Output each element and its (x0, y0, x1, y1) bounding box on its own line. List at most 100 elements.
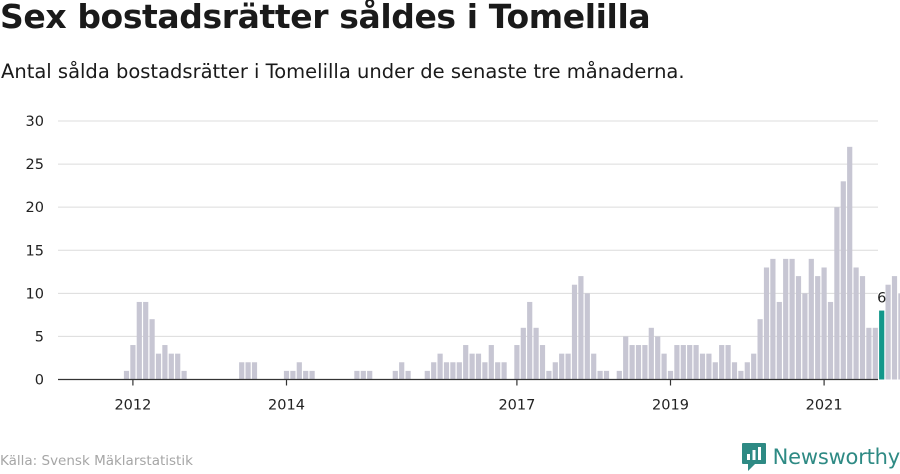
bar (514, 345, 520, 380)
bar (603, 370, 610, 380)
x-tick-label: 2017 (498, 398, 535, 414)
bar (475, 353, 482, 380)
bar (283, 370, 290, 380)
x-tick-label: 2021 (806, 398, 843, 414)
bar (731, 362, 738, 380)
chart-title: Sex bostadsrätter såldes i Tomelilla (0, 0, 651, 36)
bar (840, 181, 846, 380)
y-tick-label: 0 (35, 373, 44, 389)
bar (559, 353, 565, 380)
y-tick-label: 10 (26, 286, 44, 302)
y-tick-label: 5 (35, 329, 44, 345)
highlight-value-label: 6 (877, 291, 886, 307)
bar (591, 353, 597, 380)
bar (885, 284, 891, 380)
bar (539, 345, 546, 380)
bar (303, 370, 309, 380)
bar (776, 301, 782, 380)
bar (527, 301, 533, 380)
bar (469, 353, 475, 380)
bar (155, 353, 162, 380)
bar (143, 301, 149, 380)
bar (130, 345, 136, 380)
bar (789, 258, 795, 380)
bar (520, 327, 526, 380)
bar (667, 370, 674, 380)
bar (456, 362, 462, 380)
bar (693, 345, 699, 380)
bar (719, 345, 725, 380)
x-tick-label: 2019 (652, 398, 689, 414)
bar (783, 258, 789, 380)
y-tick-label: 20 (26, 200, 44, 216)
bar (175, 353, 181, 380)
bar (405, 370, 411, 380)
bar (872, 327, 878, 380)
bar (635, 345, 642, 380)
x-tick-label: 2014 (268, 398, 305, 414)
bar (808, 258, 814, 380)
bar (290, 370, 296, 380)
bar (597, 370, 603, 380)
bar (751, 353, 757, 380)
bar (443, 362, 450, 380)
bar (712, 362, 718, 380)
bar (437, 353, 443, 380)
bar (424, 370, 430, 380)
bar (309, 370, 315, 380)
bar (770, 258, 776, 380)
bar (123, 370, 130, 380)
bar (847, 146, 853, 380)
bar (763, 267, 770, 380)
bar (367, 370, 373, 380)
bar (354, 370, 360, 380)
bar (834, 207, 840, 380)
bar (744, 362, 750, 380)
bar (450, 362, 456, 380)
y-tick-label: 30 (26, 114, 44, 130)
bar (648, 327, 654, 380)
bar (859, 276, 866, 380)
bar (578, 276, 584, 380)
bar (501, 362, 507, 380)
y-tick-label: 25 (26, 157, 44, 173)
bar (866, 327, 872, 380)
newsworthy-logo[interactable]: Newsworthy (741, 442, 900, 472)
newsworthy-logo-icon (741, 443, 766, 471)
y-tick-label: 15 (26, 243, 44, 259)
bar (642, 345, 648, 380)
brand-name: Newsworthy (772, 445, 900, 469)
bar (181, 370, 187, 380)
bar (680, 345, 686, 380)
bar (815, 276, 821, 380)
bar (392, 370, 398, 380)
bar (571, 284, 578, 380)
chart-subtitle: Antal sålda bostadsrätter i Tomelilla un… (1, 60, 685, 83)
bar (533, 327, 539, 380)
bar (821, 267, 827, 380)
bar (725, 345, 731, 380)
bar (629, 345, 635, 380)
bar (706, 353, 712, 380)
bar (687, 345, 693, 380)
bar (546, 370, 552, 380)
bar (674, 345, 680, 380)
bar (552, 362, 558, 380)
bar (623, 336, 629, 380)
bar (616, 370, 622, 380)
bar (898, 293, 900, 380)
bar (661, 353, 667, 380)
bar (360, 370, 366, 380)
bar (565, 353, 571, 380)
bar (399, 362, 405, 380)
bar (162, 345, 168, 380)
bar (655, 336, 661, 380)
bar (149, 319, 155, 380)
bar-chart: 0 5 10 15 20 25 30 2012 2014 2017 2019 2021 6 (26, 114, 900, 414)
bar (891, 276, 898, 380)
x-tick-label: 2012 (114, 398, 151, 414)
bar-highlight (879, 310, 885, 380)
bar (757, 319, 763, 380)
bar (296, 362, 302, 380)
source-note: Källa: Svensk Mäklarstatistik (0, 453, 193, 469)
